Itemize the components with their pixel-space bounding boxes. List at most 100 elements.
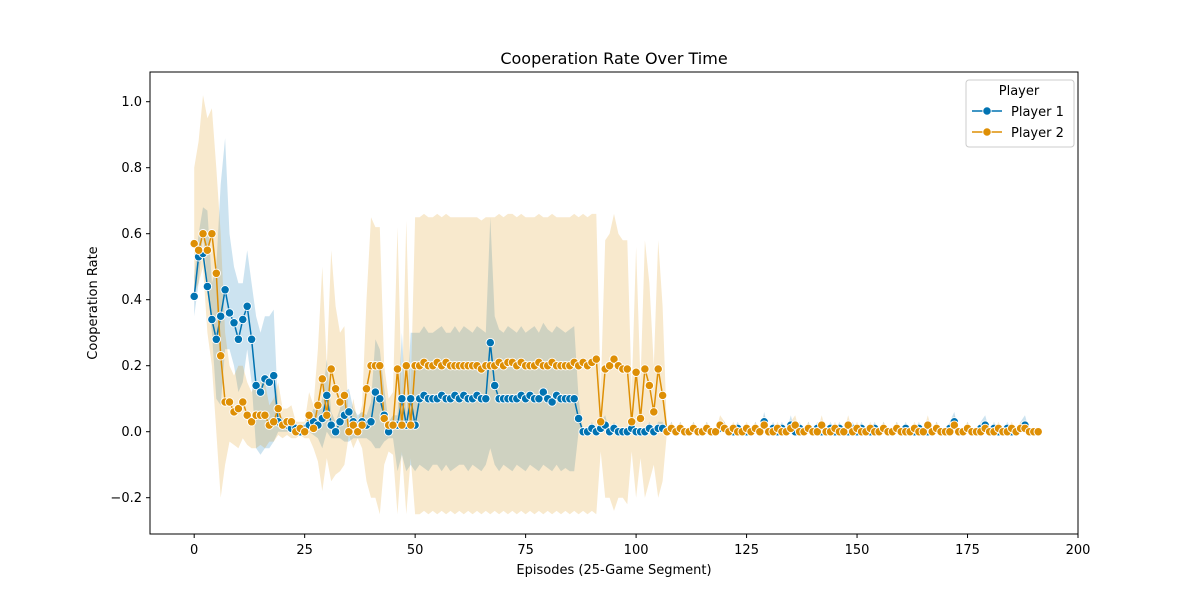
series-2-point bbox=[313, 400, 323, 410]
legend: Player Player 1 Player 2 bbox=[965, 79, 1075, 148]
series-1-point bbox=[326, 420, 336, 430]
series-2-point bbox=[224, 397, 235, 407]
series-1-point bbox=[481, 394, 491, 404]
series-2-point bbox=[945, 427, 955, 437]
series-2-point bbox=[644, 380, 655, 391]
series-2-point bbox=[193, 245, 204, 255]
plot-frame bbox=[149, 71, 1079, 535]
series-2-point bbox=[591, 354, 601, 364]
series-2-point bbox=[238, 397, 248, 407]
chart-title: Cooperation Rate Over Time bbox=[500, 49, 727, 68]
series-2-point bbox=[211, 268, 221, 278]
series-2-point bbox=[202, 245, 213, 255]
series-2-point bbox=[949, 420, 959, 430]
series-2-point bbox=[843, 420, 853, 430]
series-2-point bbox=[335, 397, 345, 407]
y-axis-ticks: −0.2 0.0 0.2 0.4 0.6 0.8 1.0 bbox=[110, 95, 150, 506]
series-2-point bbox=[375, 361, 385, 371]
series-2-point bbox=[308, 423, 319, 434]
series-2-point bbox=[353, 427, 363, 437]
x-tick-label: 150 bbox=[845, 543, 870, 558]
series-1-point bbox=[370, 387, 381, 397]
series-1-point bbox=[238, 314, 248, 325]
series-2-point bbox=[397, 420, 407, 430]
series-1-point bbox=[538, 387, 548, 397]
series-2-point bbox=[790, 420, 800, 430]
y-tick-label: 0.6 bbox=[121, 227, 142, 242]
y-tick-label: 1.0 bbox=[121, 95, 142, 110]
series-1-point bbox=[397, 394, 407, 404]
series-1-point bbox=[202, 281, 213, 292]
series-2-point bbox=[326, 364, 336, 374]
legend-swatch-marker bbox=[982, 127, 992, 137]
series-2-point bbox=[1033, 427, 1043, 437]
series-2-point bbox=[304, 410, 314, 420]
series-2-point bbox=[361, 384, 372, 394]
series-2-point bbox=[627, 417, 637, 427]
legend-title: Player bbox=[999, 84, 1040, 99]
series-2-point bbox=[330, 384, 341, 394]
legend-label: Player 1 bbox=[1011, 105, 1064, 120]
y-tick-label: 0.0 bbox=[121, 425, 142, 440]
series-1-point bbox=[207, 314, 217, 325]
series-2-point bbox=[246, 417, 257, 427]
legend-swatch-marker bbox=[982, 106, 992, 116]
series-2-point bbox=[596, 417, 606, 427]
series-1-point bbox=[344, 407, 354, 417]
y-tick-label: −0.2 bbox=[110, 491, 142, 506]
x-axis-label: Episodes (25-Game Segment) bbox=[516, 563, 711, 578]
confidence-bands bbox=[194, 95, 1039, 515]
series-1-point bbox=[375, 394, 385, 404]
series-1-point bbox=[189, 291, 199, 302]
series-2-point bbox=[379, 413, 389, 424]
series-1-point bbox=[573, 413, 584, 424]
x-axis-ticks: 0 25 50 75 100 125 150 175 200 bbox=[190, 534, 1090, 558]
x-tick-label: 175 bbox=[955, 543, 980, 558]
y-axis-label: Cooperation Rate bbox=[86, 246, 101, 359]
series-1-point bbox=[335, 417, 345, 427]
series-1-point bbox=[220, 285, 230, 295]
series-2-point bbox=[317, 374, 327, 384]
legend-entries: Player 1 Player 2 bbox=[972, 105, 1064, 141]
series-2-point bbox=[635, 413, 646, 424]
series-2-point bbox=[269, 417, 279, 427]
series-1-point bbox=[211, 334, 221, 344]
series-1-point bbox=[216, 311, 226, 321]
x-tick-label: 100 bbox=[624, 543, 649, 558]
series-2-point bbox=[609, 354, 619, 364]
series-1-point bbox=[569, 394, 579, 404]
series-1-point bbox=[233, 334, 244, 344]
series-2-confidence-band bbox=[194, 95, 1039, 515]
series-1-point bbox=[547, 397, 557, 407]
series-2-point bbox=[273, 403, 283, 414]
series-2-point bbox=[653, 364, 663, 374]
series-2-point bbox=[640, 364, 650, 374]
series-2-point bbox=[392, 364, 403, 374]
series-2-point bbox=[242, 410, 252, 420]
series-2-point bbox=[710, 427, 721, 437]
x-tick-label: 0 bbox=[190, 543, 198, 558]
y-tick-label: 0.8 bbox=[121, 161, 142, 176]
series-2-point bbox=[189, 238, 199, 249]
series-2-point bbox=[339, 390, 350, 401]
series-2-point bbox=[631, 367, 641, 377]
series-2-point bbox=[649, 407, 659, 417]
series-2-point bbox=[357, 420, 367, 430]
series-1-point bbox=[490, 380, 500, 391]
series-2-point bbox=[233, 403, 244, 414]
series-1-point bbox=[246, 334, 257, 344]
series-2-point bbox=[401, 361, 411, 371]
series-1-point bbox=[224, 308, 235, 318]
series-1-point bbox=[322, 390, 332, 401]
series-2-point bbox=[286, 417, 297, 427]
y-tick-label: 0.4 bbox=[121, 293, 142, 308]
series-2-point bbox=[923, 420, 933, 430]
legend-box bbox=[965, 79, 1075, 148]
series-1-point bbox=[255, 387, 266, 397]
series-1-point bbox=[229, 318, 239, 328]
series-2-point bbox=[755, 427, 765, 437]
series-1-point bbox=[485, 337, 495, 348]
series-2-point bbox=[300, 427, 310, 437]
series-1-point bbox=[251, 380, 261, 391]
